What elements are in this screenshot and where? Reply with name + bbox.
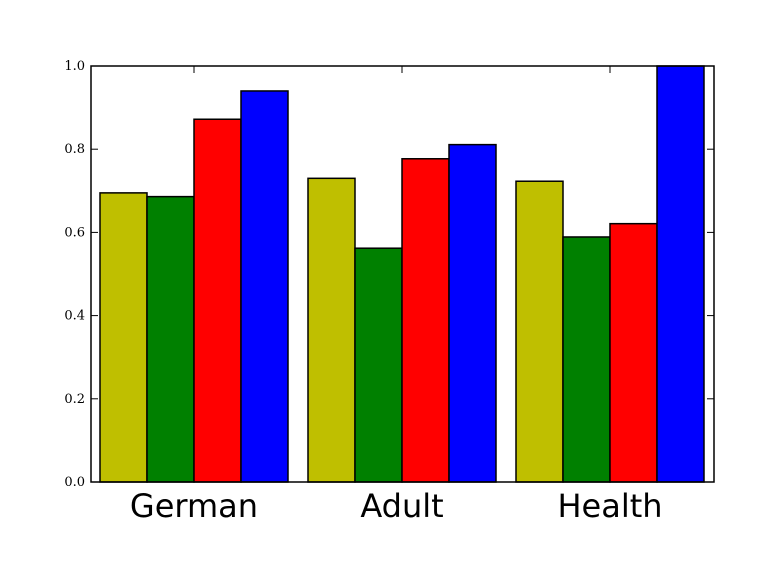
bar-health-series-2 [562,236,611,483]
bar-adult-series-2 [354,247,403,483]
ticks-layer [91,65,714,483]
bar-german-series-1 [99,192,148,483]
x-tick-label-german: German [130,487,258,525]
bar-adult-series-3 [401,158,450,483]
y-tick-label: 0.2 [64,392,85,407]
bar-german-series-2 [146,195,195,483]
y-tick-label: 0.0 [64,475,85,490]
bar-health-series-4 [656,65,705,483]
bar-adult-series-1 [307,177,356,483]
x-tick-label-adult: Adult [360,487,443,525]
labels-layer: 0.0 0.2 0.4 0.6 0.8 1.0 German Adult Health [64,59,662,525]
bar-adult-series-4 [448,143,497,483]
bar-health-series-1 [515,180,564,483]
y-tick-label: 0.8 [64,142,85,157]
y-tick-label: 0.4 [64,309,85,324]
bar-german-series-3 [193,118,242,483]
x-tick-label-health: Health [557,487,662,525]
bar-health-series-3 [609,222,658,483]
y-tick-label: 1.0 [64,59,85,74]
bars-layer [99,65,705,483]
bar-german-series-4 [240,90,289,483]
y-tick-label: 0.6 [64,225,85,240]
